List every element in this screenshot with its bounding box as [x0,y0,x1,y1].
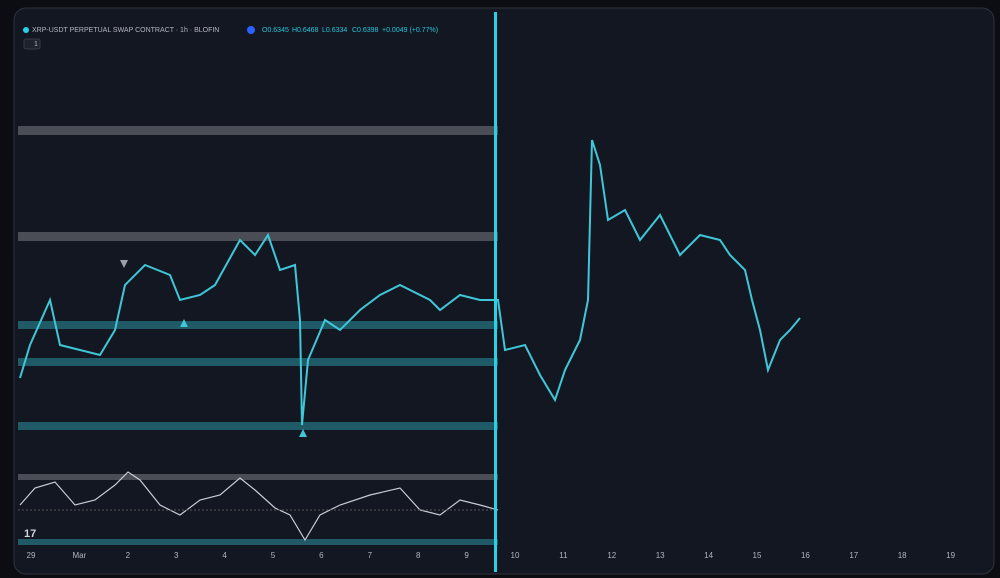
ohlc-close: C0.6398 [352,27,379,34]
time-label: 2 [126,551,131,560]
sell-marker [120,260,128,268]
price-line [19,139,801,426]
time-label: 8 [416,551,421,560]
status-dot [23,27,29,33]
ohlc-change: +0.0049 (+0.77%) [382,27,438,34]
buy-marker [180,319,188,327]
exchange-badge [247,26,255,34]
level-bands [18,126,498,545]
time-label: 16 [801,551,810,560]
time-label: 12 [607,551,616,560]
time-label: 29 [27,551,36,560]
time-label: 10 [511,551,520,560]
ohlc-low: L0.6334 [322,27,347,34]
time-label: 9 [464,551,469,560]
chart-frame [13,7,995,575]
time-label: 5 [271,551,276,560]
oscillator-line [19,471,499,542]
time-label: 18 [898,551,907,560]
time-label: 19 [946,551,955,560]
time-label: 14 [704,551,713,560]
time-label: 17 [849,551,858,560]
time-label: 7 [368,551,373,560]
time-label: 13 [656,551,665,560]
collapse-count: 1 [34,41,38,48]
time-label: 15 [753,551,762,560]
ohlc-high: H0.6468 [292,27,319,34]
time-label: 4 [222,551,227,560]
time-label: 6 [319,551,324,560]
buy-marker [299,429,307,437]
time-label: Mar [73,551,87,560]
time-label: 3 [174,551,179,560]
ohlc-open: O0.6345 [262,27,289,34]
time-label: 11 [559,551,568,560]
logo[interactable]: 17 [24,528,36,540]
replay-cursor[interactable] [494,12,497,572]
collapse-button[interactable] [23,38,41,50]
symbol-title[interactable]: XRP-USDT PERPETUAL SWAP CONTRACT · 1h · … [32,27,219,34]
time-axis: 29 Mar 2 3 4 5 6 7 8 9 10 11 12 13 14 15 16 17 18 19 [27,551,956,560]
